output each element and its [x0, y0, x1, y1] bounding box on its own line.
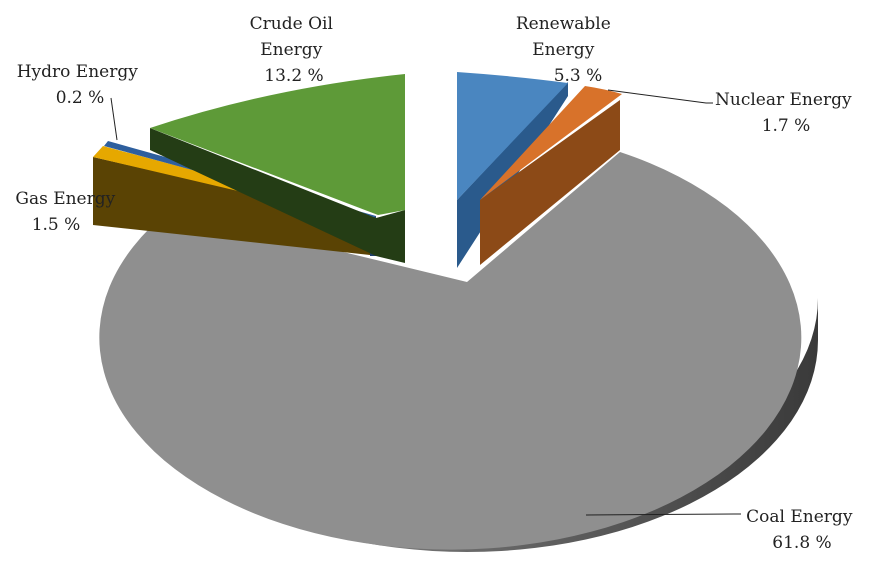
- crude-oil-label: Crude Oil Energy 13.2 %: [250, 14, 339, 86]
- coal-slice: [99, 152, 802, 550]
- hydro-label: Hydro Energy 0.2 %: [17, 62, 144, 108]
- coal-label-value: 61.8 %: [772, 533, 831, 553]
- nuclear-label-value: 1.7 %: [762, 116, 811, 136]
- nuclear-slice-side: [480, 100, 620, 265]
- crude-oil-label-value: 13.2 %: [264, 66, 323, 86]
- hydro-label-value: 0.2 %: [56, 88, 105, 108]
- nuclear-label: Nuclear Energy 1.7 %: [715, 90, 857, 136]
- nuclear-slice: [480, 86, 622, 200]
- crude-oil-label-line2: Energy: [260, 40, 322, 60]
- gas-label-line1: Gas Energy: [15, 189, 115, 209]
- coal-leader-line: [585, 513, 741, 516]
- renewable-label-value: 5.3 %: [554, 66, 603, 86]
- gas-slice-side: [93, 157, 370, 255]
- crude-oil-label-line1: Crude Oil: [250, 14, 333, 34]
- crude-oil-slice-side: [150, 128, 405, 263]
- nuclear-leader-line: [607, 89, 713, 104]
- coal-label-line1: Coal Energy: [746, 507, 853, 527]
- gas-label-value: 1.5 %: [32, 215, 81, 235]
- coal-label: Coal Energy 61.8 %: [746, 507, 858, 553]
- crude-oil-slice: [150, 74, 405, 215]
- nuclear-label-line1: Nuclear Energy: [715, 90, 852, 110]
- hydro-leader-line: [110, 97, 118, 141]
- renewable-label-line2: Energy: [532, 40, 594, 60]
- renewable-slice: [457, 72, 568, 200]
- gas-label: Gas Energy 1.5 %: [15, 189, 120, 235]
- renewable-label: Renewable Energy 5.3 %: [516, 14, 616, 86]
- renewable-label-line1: Renewable: [516, 14, 611, 34]
- hydro-label-line1: Hydro Energy: [17, 62, 139, 82]
